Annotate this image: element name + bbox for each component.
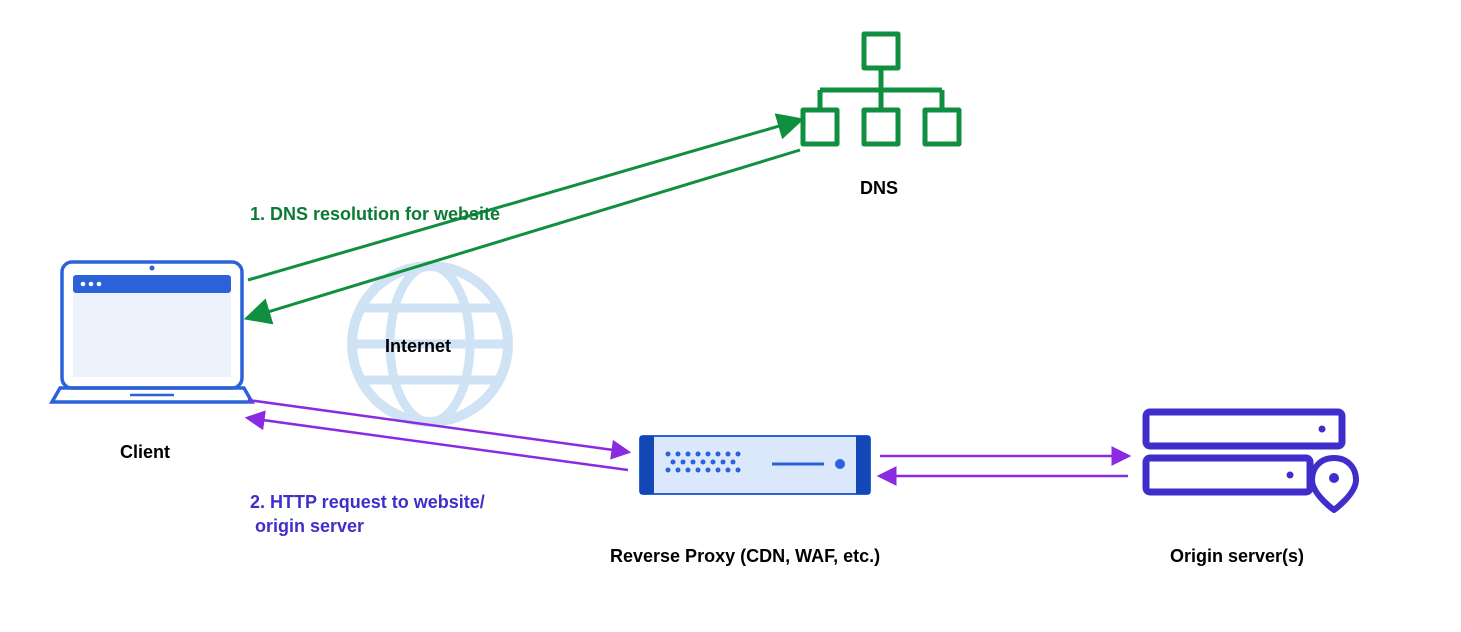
dns-label: DNS — [860, 178, 898, 199]
dns-hierarchy-icon — [803, 34, 959, 144]
client-laptop-icon — [52, 262, 252, 402]
origin-server-icon — [1146, 412, 1356, 510]
http-edge-label: 2. HTTP request to website/ origin serve… — [250, 490, 485, 539]
client-label: Client — [120, 442, 170, 463]
network-diagram — [0, 0, 1461, 632]
internet-label: Internet — [385, 336, 451, 357]
edge-dns-response — [248, 150, 800, 318]
reverse-proxy-device-icon — [640, 436, 870, 494]
reverse-proxy-label: Reverse Proxy (CDN, WAF, etc.) — [610, 546, 880, 567]
dns-edge-label: 1. DNS resolution for website — [250, 204, 500, 225]
origin-label: Origin server(s) — [1170, 546, 1304, 567]
diagram-stage: Client Internet DNS Reverse Proxy (CDN, … — [0, 0, 1461, 632]
edge-dns-request — [248, 120, 800, 280]
